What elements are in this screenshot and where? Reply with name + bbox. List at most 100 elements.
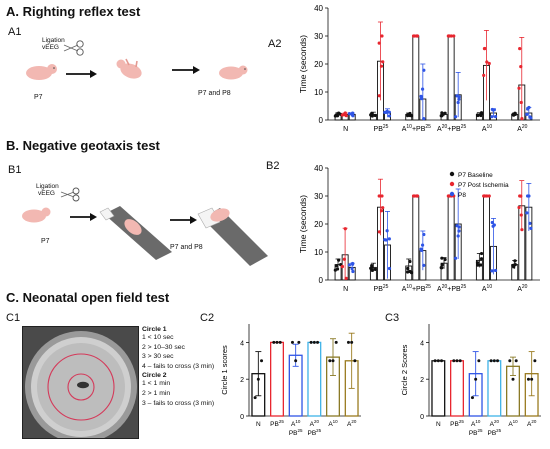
chart-c3-xlabel-3-line2: PB25 — [487, 428, 501, 437]
chart-c3-dot-2-0 — [470, 396, 474, 400]
chart-c3-dot-3-2 — [496, 359, 500, 363]
chart-b2-xlabel-3: A20+PB25 — [437, 284, 466, 293]
chart-b2-dot-2-2-4 — [419, 247, 423, 251]
chart-b2-ytick-label-4: 40 — [314, 164, 323, 173]
chart-b2-dot-5-1-0 — [517, 205, 521, 210]
chart-c3-dot-3-0 — [489, 359, 493, 363]
chart-b2-dot-0-1-3 — [340, 265, 344, 269]
chart-a2-dot-1-1-4 — [377, 94, 381, 98]
pup-in-arena — [77, 381, 89, 389]
chart-b2-dot-2-0-4 — [406, 270, 410, 274]
chart-b2-dot-1-1-2 — [381, 206, 385, 210]
chart-a2-dot-3-2-1 — [456, 100, 460, 105]
chart-a2-dot-2-1-2 — [411, 34, 416, 38]
chart-c3-xlabel-2-line2: PB25 — [469, 428, 483, 437]
chart-b2-dot-2-2-1 — [422, 263, 426, 267]
chart-b2-dot-1-0-3 — [369, 266, 373, 270]
chart-a2-dot-1-2-0 — [387, 114, 392, 118]
chart-a2-dot-0-0-3 — [337, 111, 341, 115]
chart-a2-dot-3-1-4 — [447, 34, 451, 38]
chart-a2-dot-2-2-4 — [419, 94, 423, 98]
pup-icon-righted — [219, 65, 248, 80]
chart-a2-xlabel-5: A20 — [517, 124, 527, 133]
chart-c3-xlabel-3: A20 — [490, 419, 500, 428]
schematic-a: Ligation vEEG P7 P7 and P8 — [0, 30, 270, 130]
chart-c2-dot-1-0 — [272, 340, 276, 344]
circle-2-ring — [47, 353, 115, 421]
chart-c2-dot-2-1 — [294, 359, 298, 363]
section-a-title: A. Righting reflex test — [6, 4, 141, 19]
schematic-a-drawing — [26, 40, 248, 80]
chart-a2-dot-0-1-2 — [344, 114, 348, 118]
chart-b2-dot-4-0-2 — [479, 263, 483, 267]
chart-b2-bar-4-1 — [483, 195, 490, 281]
chart-a2-dot-3-2-2 — [457, 97, 461, 101]
chart-b2-dot-1-2-0 — [387, 266, 392, 271]
chart-c3-dot-5-1 — [530, 377, 534, 381]
panel-label-b2: B2 — [266, 160, 280, 172]
chart-c2-ylabel: Circle 1 scores — [220, 345, 229, 395]
chart-b2-dot-5-2-0 — [529, 226, 533, 230]
schematic-a-p7p8: P7 and P8 — [198, 90, 231, 97]
chart-a2-xlabel-1: PB25 — [374, 124, 389, 133]
chart-b2-xlabel-0: N — [343, 286, 348, 293]
chart-b2-dot-4-2-4 — [493, 268, 498, 273]
chart-a2-dot-5-2-4 — [527, 105, 531, 110]
chart-c2-xlabel-0: N — [256, 421, 261, 428]
chart-c3-dot-5-2 — [533, 359, 537, 363]
chart-c3-xlabel-4: A10 — [508, 419, 518, 428]
open-field-photo — [22, 326, 139, 439]
chart-a2-xlabel-0: N — [343, 126, 348, 133]
chart-b2-xlabel-2: A10+PB25 — [402, 284, 431, 293]
chart-b2-bar-3-1 — [447, 195, 455, 281]
chart-a2-dot-0-2-4 — [350, 111, 355, 115]
pup-icon-p7 — [22, 207, 51, 223]
pup-icon-flipped — [116, 58, 142, 79]
chart-c2-dot-2-0 — [290, 340, 294, 344]
chart-b2: 0 10 20 30 40 Time (seconds) N PB25 A10+PB25 A20+… — [298, 164, 540, 293]
scissors-icon — [63, 40, 84, 56]
schematic-b-p7: P7 — [41, 238, 50, 245]
chart-c3-xlabel-5: A20 — [527, 419, 537, 428]
schematic-b-ligation: Ligation — [36, 183, 59, 190]
chart-b2-legend-marker-1 — [449, 181, 455, 187]
chart-a2-dot-5-2-1 — [525, 112, 529, 116]
chart-a2-dot-0-0-4 — [333, 114, 337, 118]
chart-b2-dot-3-0-1 — [440, 256, 444, 260]
chart-b2-dot-0-0-1 — [334, 264, 339, 268]
chart-b2-dot-4-1-2 — [482, 194, 487, 198]
chart-a2-xlabel-4: A10 — [482, 124, 492, 133]
schematic-a-p7: P7 — [34, 94, 43, 101]
chart-b2-dot-0-1-2 — [344, 276, 348, 280]
open-field-arena — [23, 327, 138, 438]
chart-c2-dot-4-1 — [331, 359, 335, 363]
chart-b2-dot-1-1-0 — [380, 194, 384, 198]
chart-b2-legend-label-2: P8 — [458, 192, 466, 199]
chart-b2-dot-1-1-3 — [379, 209, 384, 213]
chart-c3-bar-1 — [450, 360, 464, 417]
chart-a2-dot-5-1-1 — [518, 46, 522, 51]
schematic-a-veeg: vEEG — [42, 44, 59, 51]
chart-b2-dot-3-2-0 — [453, 256, 458, 260]
chart-c2-xlabel-2-line2: PB25 — [289, 428, 303, 437]
schematic-b-drawing — [22, 187, 268, 266]
chart-c3-dot-0-2 — [440, 359, 444, 363]
chart-a2-dot-2-1-4 — [414, 34, 419, 38]
circle2-item-2: 2 > 1 min — [142, 389, 171, 397]
chart-c3-dot-0-1 — [436, 359, 440, 363]
chart-c3-dot-4-1 — [511, 377, 515, 381]
circle1-item-2: 2 > 10–30 sec — [142, 343, 185, 351]
chart-b2-ylabel: Time (seconds) — [298, 195, 308, 253]
chart-b2-dot-3-0-4 — [440, 266, 444, 270]
chart-a2-ytick-label-2: 20 — [314, 60, 323, 69]
panel-label-a1: A1 — [8, 26, 22, 38]
chart-a2-dot-4-0-2 — [479, 113, 483, 118]
chart-c3-dot-1-1 — [455, 359, 459, 363]
chart-b2-ytick-label-2: 20 — [314, 220, 323, 229]
panel-label-b1: B1 — [8, 164, 22, 176]
chart-a2-dot-4-2-2 — [490, 115, 494, 119]
chart-c3-dot-1-0 — [452, 359, 456, 363]
chart-b2-dot-0-1-0 — [342, 257, 347, 261]
chart-a2-xlabel-2: A10+PB25 — [402, 124, 431, 133]
